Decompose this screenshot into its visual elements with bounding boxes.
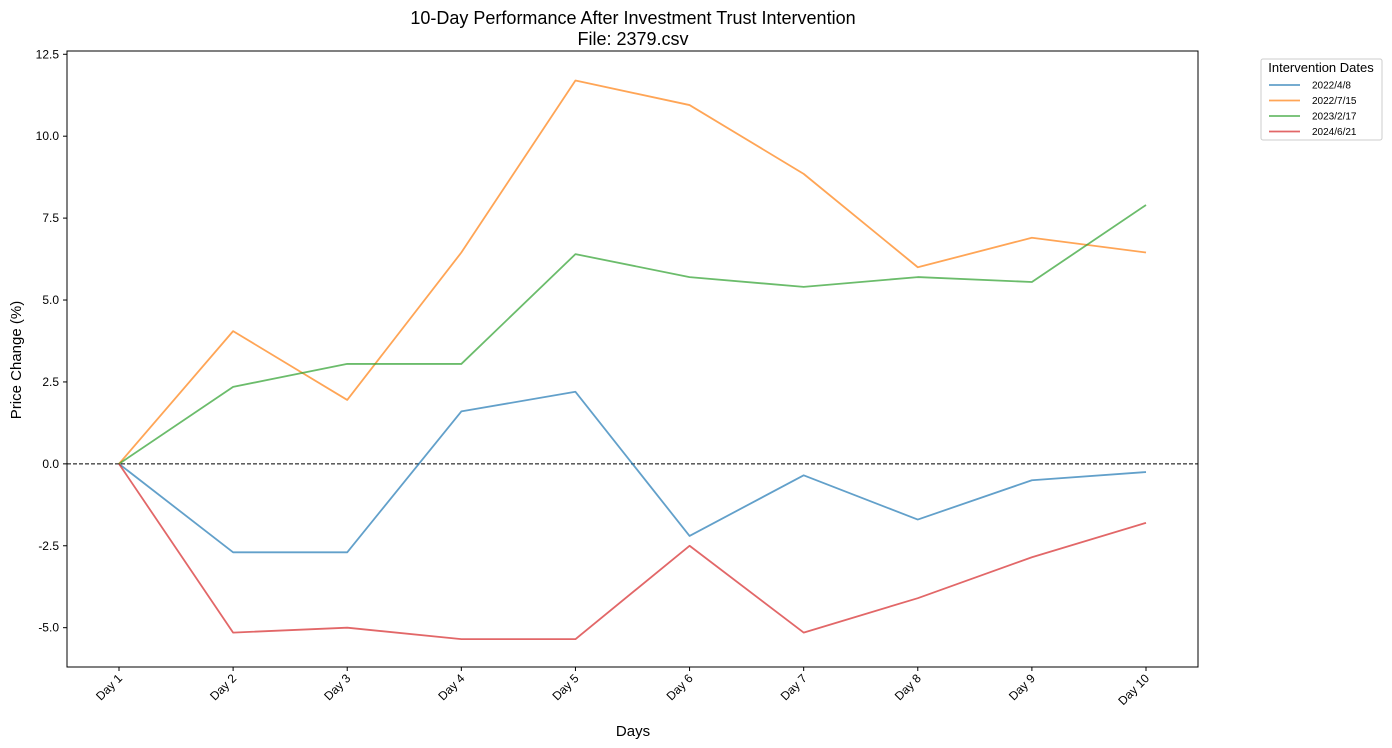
x-tick-label: Day 10 (1115, 671, 1152, 708)
chart-subtitle: File: 2379.csv (577, 29, 688, 49)
legend-label: 2023/2/17 (1312, 112, 1357, 123)
y-tick-label: 0.0 (42, 457, 59, 471)
x-tick-label: Day 2 (207, 671, 239, 703)
y-tick-label: 10.0 (36, 129, 60, 143)
series-line-2 (118, 79, 1147, 465)
legend: Intervention Dates 2022/4/8 2022/7/15 2023… (1260, 58, 1383, 141)
x-axis: Day 1 Day 2 Day 3 Day 4 Day 5 Day 6 Day 7 Day 8… (93, 667, 1152, 708)
x-axis-label: Days (616, 723, 650, 740)
y-tick-label: -5.0 (38, 621, 59, 635)
legend-items: 2022/4/8 2022/7/15 2023/2/17 2024/6/21 (1269, 81, 1357, 138)
x-tick-label: Day 8 (892, 671, 924, 703)
x-tick-label: Day 3 (321, 671, 353, 703)
legend-title: Intervention Dates (1268, 60, 1374, 75)
y-tick-label: 2.5 (42, 375, 59, 389)
series-line-3 (118, 204, 1147, 465)
y-tick-label: 12.5 (36, 47, 60, 61)
x-tick-label: Day 1 (93, 671, 125, 703)
x-tick-label: Day 9 (1006, 671, 1038, 703)
y-axis-label: Price Change (%) (8, 301, 25, 419)
plot-frame (66, 50, 1199, 668)
y-axis: -5.0 -2.5 0.0 2.5 5.0 7.5 10.0 12.5 (36, 47, 67, 635)
x-tick-label: Day 7 (778, 671, 810, 703)
y-tick-label: 5.0 (42, 293, 59, 307)
series-group (118, 79, 1147, 641)
legend-label: 2022/7/15 (1312, 96, 1357, 107)
legend-label: 2024/6/21 (1312, 127, 1357, 138)
y-tick-label: 7.5 (42, 211, 59, 225)
plot-area (66, 50, 1199, 668)
x-tick-label: Day 6 (664, 671, 696, 703)
series-line-4 (118, 463, 1147, 641)
chart-title: 10-Day Performance After Investment Trus… (410, 8, 855, 28)
x-tick-label: Day 4 (435, 671, 467, 703)
y-tick-label: -2.5 (38, 539, 59, 553)
series-line-1 (118, 390, 1147, 554)
x-tick-label: Day 5 (549, 671, 581, 703)
legend-label: 2022/4/8 (1312, 81, 1351, 92)
legend-frame (1260, 58, 1383, 141)
